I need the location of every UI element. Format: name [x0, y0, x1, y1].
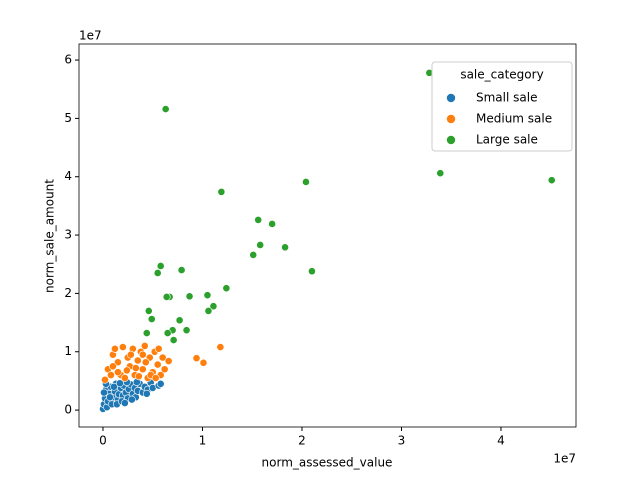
point: [175, 316, 184, 325]
y-tick-label: 2: [64, 286, 72, 300]
point: [127, 395, 136, 404]
point: [217, 187, 226, 196]
legend-label: Small sale: [476, 91, 537, 105]
point: [164, 357, 173, 365]
point: [156, 379, 165, 388]
point: [209, 302, 218, 311]
legend-label: Medium sale: [476, 112, 552, 126]
x-tick-label: 3: [398, 434, 406, 448]
point: [101, 375, 109, 384]
point: [110, 382, 118, 391]
point: [161, 105, 170, 113]
point: [302, 178, 310, 186]
y-tick-label: 3: [64, 228, 72, 242]
point: [216, 343, 225, 351]
y-tick-label: 0: [64, 403, 72, 417]
point: [268, 220, 277, 228]
legend-marker: [446, 93, 456, 103]
point: [151, 374, 160, 382]
point: [141, 358, 150, 367]
plot-frame: [78, 43, 577, 428]
point: [134, 372, 143, 381]
x-tick-label: 1: [199, 434, 207, 448]
x-axis-label: norm_assessed_value: [262, 456, 393, 470]
point: [158, 353, 167, 362]
point: [281, 243, 289, 252]
point: [185, 292, 194, 301]
point: [109, 362, 117, 371]
x-tick-label: 2: [298, 434, 306, 448]
point: [120, 399, 129, 407]
legend-marker: [446, 114, 456, 124]
point: [131, 364, 140, 372]
y-offset-label: 1e7: [79, 29, 102, 43]
legend-box: [431, 61, 573, 152]
point: [126, 350, 135, 359]
point: [436, 169, 445, 178]
point: [204, 307, 213, 315]
point: [138, 350, 147, 359]
point: [100, 388, 108, 397]
point: [114, 358, 122, 367]
point: [118, 343, 127, 351]
point: [222, 284, 231, 293]
point: [153, 360, 162, 369]
point: [308, 267, 316, 276]
x-offset-label: 1e7: [553, 452, 576, 466]
y-axis-label: norm_sale_amount: [43, 179, 57, 293]
point: [107, 371, 115, 379]
point: [192, 354, 201, 363]
point: [177, 266, 186, 274]
point: [169, 336, 178, 344]
point: [122, 366, 131, 375]
point: [120, 374, 129, 382]
point: [249, 250, 258, 259]
point: [147, 315, 156, 323]
y-tick-label: 5: [64, 111, 72, 125]
point: [203, 291, 212, 300]
x-tick-label: 4: [497, 434, 505, 448]
point: [163, 329, 172, 337]
point: [162, 293, 171, 301]
point: [115, 379, 124, 388]
y-tick-label: 1: [64, 344, 72, 358]
legend-title: sale_category: [460, 68, 543, 82]
point: [156, 262, 165, 270]
y-tick-label: 4: [64, 169, 72, 183]
point: [106, 393, 114, 402]
y-tick-label: 6: [64, 53, 72, 67]
point: [140, 342, 149, 350]
point: [254, 215, 263, 224]
point: [256, 241, 265, 249]
point: [142, 329, 151, 337]
point: [547, 176, 556, 185]
point: [182, 326, 191, 335]
point: [138, 365, 147, 374]
point: [142, 389, 151, 398]
legend-label: Large sale: [476, 133, 538, 147]
x-tick-label: 0: [99, 434, 107, 448]
point: [153, 269, 162, 277]
point: [133, 356, 142, 365]
point: [160, 365, 169, 374]
point: [154, 344, 163, 353]
point: [199, 358, 208, 367]
point: [111, 344, 119, 353]
legend-marker: [446, 135, 456, 145]
point: [114, 368, 122, 377]
point: [144, 307, 153, 315]
